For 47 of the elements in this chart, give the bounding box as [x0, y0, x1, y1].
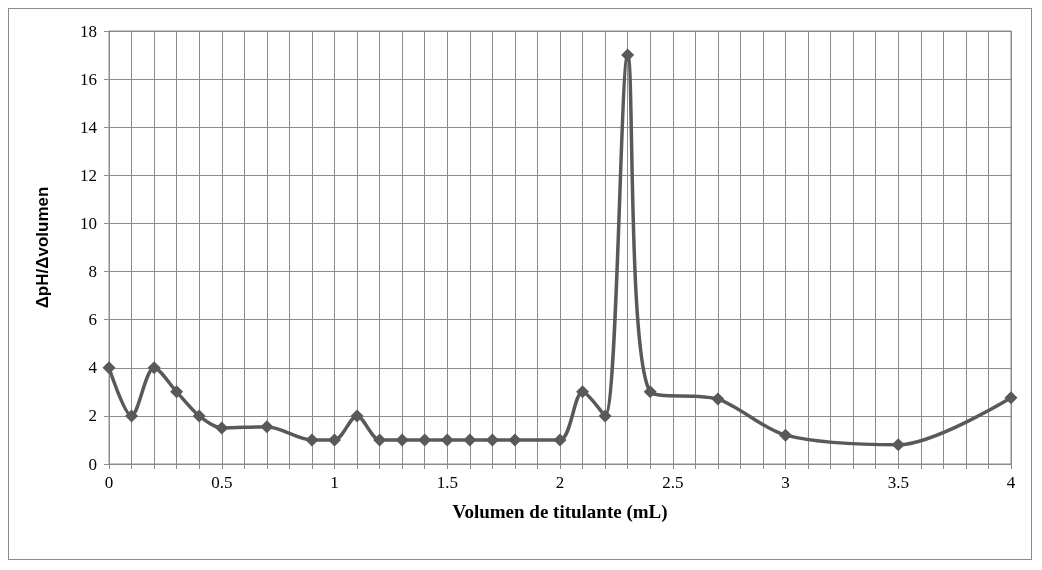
point	[305, 433, 319, 447]
point	[260, 420, 274, 434]
y-tick-label: 10	[80, 213, 97, 233]
point	[621, 48, 635, 62]
x-tick-label: 4	[1006, 473, 1016, 492]
point	[373, 433, 387, 447]
x-tick-label: 1.5	[436, 473, 458, 492]
point	[125, 409, 139, 423]
y-tick-label: 4	[88, 358, 98, 378]
x-tick-label: 3.5	[887, 473, 909, 492]
y-tick-label: 18	[80, 21, 97, 41]
point	[1004, 391, 1018, 405]
point	[576, 385, 590, 399]
point	[395, 433, 409, 447]
x-tick-label: 1	[330, 473, 339, 492]
y-axis-title: ΔpH/Δvolumen	[33, 186, 52, 309]
point	[891, 438, 905, 452]
x-tick-label: 2	[555, 473, 565, 492]
point	[779, 428, 792, 442]
point	[170, 385, 184, 399]
point	[643, 385, 657, 399]
x-tick-label: 0	[104, 473, 114, 492]
point	[350, 409, 364, 423]
x-axis-title: Volumen de titulante (mL)	[452, 501, 668, 523]
point	[711, 392, 725, 406]
x-tick-label: 2.5	[662, 473, 684, 492]
y-tick-label: 2	[88, 406, 97, 426]
point	[598, 409, 612, 423]
point	[328, 433, 341, 447]
point	[463, 433, 477, 447]
point	[418, 433, 432, 447]
y-tick-label: 16	[80, 69, 97, 89]
y-tick-label: 14	[80, 117, 98, 137]
y-tick-label: 6	[88, 310, 97, 330]
point	[147, 361, 161, 375]
x-tick-label: 3	[781, 473, 790, 492]
point	[215, 421, 229, 435]
point	[102, 361, 116, 375]
point	[553, 433, 567, 447]
y-tick-label: 0	[88, 454, 97, 474]
point	[192, 409, 206, 423]
y-tick-label: 12	[80, 165, 97, 185]
point	[508, 433, 522, 447]
point	[440, 433, 454, 447]
x-tick-label: 0.5	[211, 473, 233, 492]
point	[485, 433, 499, 447]
y-tick-label: 8	[88, 262, 97, 282]
